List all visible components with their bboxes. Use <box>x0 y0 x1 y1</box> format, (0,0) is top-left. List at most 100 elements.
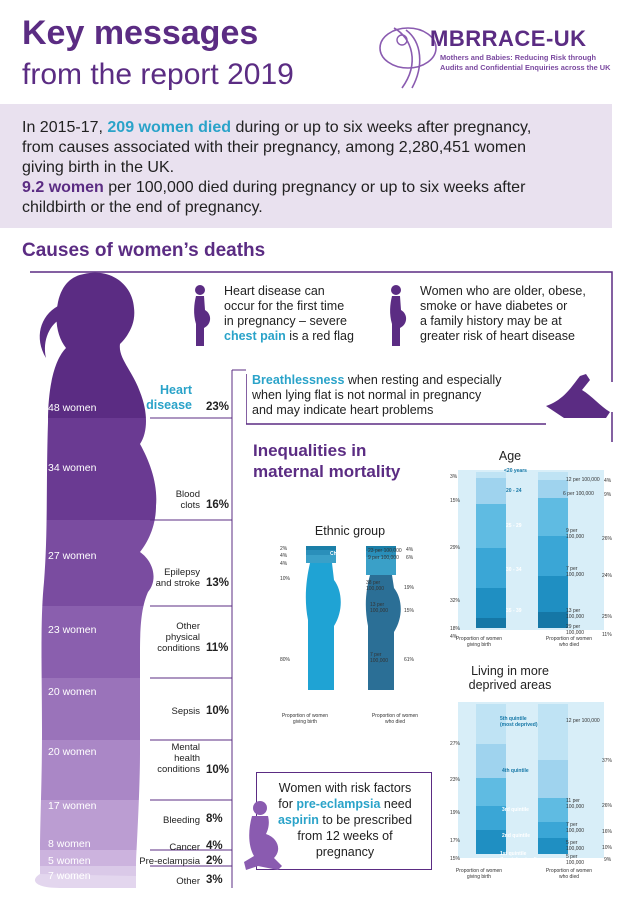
tip-breath-2: when lying flat is not normal in pregnan… <box>252 388 482 402</box>
summary-line-3: giving birth in the UK. <box>22 159 175 176</box>
summary-line-1: In 2015-17, 209 women died during or up … <box>22 119 532 136</box>
tip-risk-2: smoke or have diabetes or <box>420 299 568 313</box>
age-rate-25-29: 9 per 100,000 <box>566 528 585 540</box>
cause-label-mental: Mental health conditions <box>157 742 200 775</box>
age-rate-30-34: 7 per 100,000 <box>566 566 585 578</box>
ethnic-died-black: 19% <box>404 585 415 591</box>
page-title-line2: from the report 2019 <box>22 58 294 91</box>
age-group-40plus: ≥40 <box>510 631 519 637</box>
cause-pct-bleeding: 8% <box>206 813 223 825</box>
women-count-epilepsy: 27 women <box>48 550 97 562</box>
women-count-mental: 20 women <box>48 746 97 758</box>
dep-died-4th: 26% <box>602 803 613 809</box>
summary-line-2: from causes associated with their pregna… <box>22 139 526 156</box>
age-rate-40plus: 29 per 100,000 <box>566 624 585 636</box>
cause-label-sepsis: Sepsis <box>171 706 200 717</box>
dep-birth-3rd: 19% <box>450 810 461 816</box>
ethnic-died-white: 61% <box>404 657 415 663</box>
dep-died-2nd: 10% <box>602 845 613 851</box>
age-group-30-34: 30 - 34 <box>506 567 522 573</box>
tip-breath-3: and may indicate heart problems <box>252 403 434 417</box>
age-birth-25-29: 29% <box>450 545 461 551</box>
ethnic-group-black: Black <box>339 563 353 569</box>
age-axis-left: Proportion of women giving birth <box>455 636 503 648</box>
ethnic-rate-chinese: 9 per 100,000 <box>368 555 399 561</box>
age-birth-20-24: 15% <box>450 498 461 504</box>
tip-risk-3: a family history may be at <box>420 314 562 328</box>
age-died-35-39: 25% <box>602 614 613 620</box>
pregnant-woman-icon <box>194 285 211 346</box>
cause-pct-other-physical: 11% <box>206 642 229 654</box>
age-rate-20-24: 6 per 100,000 <box>563 491 594 497</box>
ethnic-birth-asian: 10% <box>280 576 291 582</box>
ethnic-group-mixed: Mixed <box>339 543 354 549</box>
ethnic-group-asian: Asian <box>339 581 353 587</box>
age-axis-right: Proportion of women who died <box>545 636 593 648</box>
aspirin-message: Women with risk factors for pre-eclampsi… <box>277 781 413 859</box>
women-count-clots: 34 women <box>48 462 97 474</box>
age-group-25-29: 25 - 29 <box>506 523 522 529</box>
ethnic-rate-black: 38 per 100,000 <box>366 580 385 592</box>
cause-pct-other: 3% <box>206 874 223 886</box>
logo-subtitle-2: Audits and Confidential Enquiries across… <box>440 63 611 72</box>
dep-birth-1st: 15% <box>450 856 461 862</box>
dep-birth-5th: 27% <box>450 741 461 747</box>
dep-axis-right: Proportion of women who died <box>545 868 593 880</box>
tip-risk-4: greater risk of heart disease <box>420 329 575 343</box>
cause-pct-mental: 10% <box>206 764 230 776</box>
dep-birth-2nd: 17% <box>450 838 461 844</box>
ethnic-rate-mixed: 23 per 100,000 <box>368 548 402 554</box>
women-count-sepsis: 20 women <box>48 686 97 698</box>
cause-label-cancer: Cancer <box>169 842 200 853</box>
dep-died-1st: 9% <box>604 857 612 863</box>
tip-risk-1: Women who are older, obese, <box>420 284 586 298</box>
ethnic-axis-right: Proportion of women who died <box>371 713 419 725</box>
cause-label-preeclampsia: Pre-eclampsia <box>139 856 200 867</box>
tip-heart-4: chest pain is a red flag <box>224 329 354 343</box>
aspirin-box <box>256 772 432 870</box>
tip-heart-1: Heart disease can <box>224 284 325 298</box>
sitting-pregnant-woman-icon <box>244 801 282 870</box>
cause-pct-preeclampsia: 2% <box>206 855 223 867</box>
women-count-other-physical: 23 women <box>48 624 97 636</box>
age-group-under20: <20 years <box>504 468 527 474</box>
dep-group-3rd: 3rd quintile <box>502 807 529 813</box>
breathlessness-box <box>246 374 610 425</box>
ethnic-rate-asian: 13 per 100,000 <box>370 602 389 614</box>
cause-label-heart: Heart disease <box>146 383 192 412</box>
dep-rate-1st: 5 per 100,000 <box>566 854 585 866</box>
ethnic-chart <box>305 546 401 690</box>
ethnic-group-white: White <box>339 621 353 627</box>
cause-label-other: Other <box>176 876 200 887</box>
ethnic-birth-mixed: 2% <box>280 546 288 552</box>
age-rate-under20: 12 per 100,000 <box>566 477 600 483</box>
age-died-40plus: 11% <box>602 632 612 638</box>
pregnant-woman-icon-2 <box>390 285 407 346</box>
ethnic-birth-black: 4% <box>280 561 288 567</box>
dep-group-5th: 5th quintile (most deprived) <box>500 716 538 728</box>
cause-label-bleeding: Bleeding <box>163 815 200 826</box>
ethnic-axis-left: Proportion of women giving birth <box>281 713 329 725</box>
age-died-30-34: 24% <box>602 573 613 579</box>
age-birth-35-39: 18% <box>450 626 461 632</box>
cause-label-clots: Blood clots <box>175 489 200 511</box>
reclining-woman-icon <box>546 374 610 418</box>
ethnic-figure-died <box>365 546 401 690</box>
tip-heart-3: in pregnancy – severe <box>224 314 347 328</box>
deprivation-figure-died <box>538 704 568 854</box>
deprivation-figure-birth <box>476 704 506 854</box>
age-figure-died <box>538 472 568 628</box>
age-died-25-29: 26% <box>602 536 613 542</box>
summary-line-5: childbirth or the end of pregnancy. <box>22 199 263 216</box>
dep-rate-5th: 12 per 100,000 <box>566 718 600 724</box>
tip-breath-1: Breathlessness when resting and especial… <box>252 373 502 387</box>
women-count-cancer: 8 women <box>48 838 91 850</box>
women-count-heart: 48 women <box>48 402 97 414</box>
age-birth-40plus: 4% <box>450 634 458 640</box>
ethnic-figure-birth <box>305 546 341 690</box>
age-chart <box>458 470 604 630</box>
cause-label-other-physical: Other physical conditions <box>157 621 200 654</box>
logo-name: MBRRACE-UK <box>430 26 587 51</box>
cause-pct-heart: 23% <box>206 401 230 413</box>
dep-group-2nd: 2nd quintile <box>502 833 531 839</box>
